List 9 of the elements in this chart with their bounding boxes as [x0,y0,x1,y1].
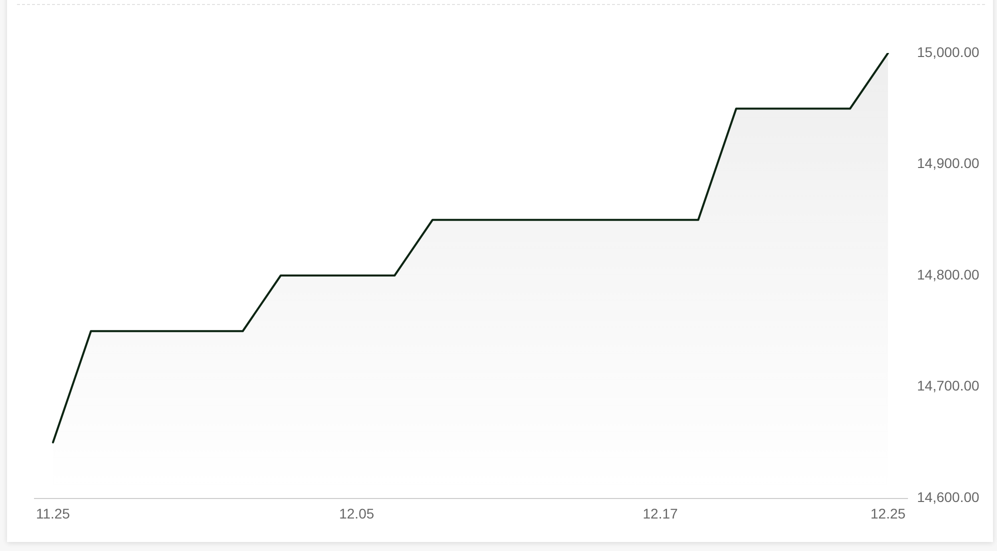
y-tick-label: 14,900.00 [917,155,980,172]
y-tick-label: 14,800.00 [917,266,980,282]
y-tick-label: 14,600.00 [917,488,980,505]
x-tick-label: 12.05 [339,505,374,522]
x-tick-label: 12.25 [870,505,906,522]
x-tick-label: 12.17 [642,505,678,522]
y-tick-label: 15,000.00 [917,44,980,60]
y-tick-label: 14,700.00 [917,378,980,394]
x-tick-label: 11.25 [36,505,70,522]
